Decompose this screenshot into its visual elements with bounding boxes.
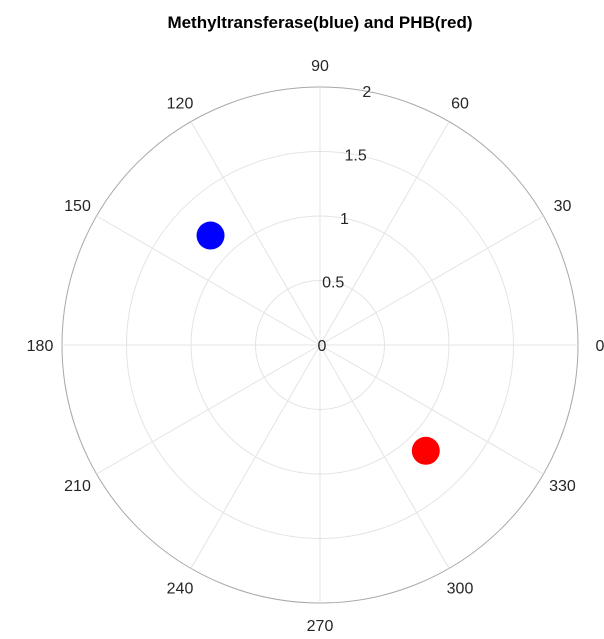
chart-title: Methyltransferase(blue) and PHB(red) (167, 13, 472, 32)
grid-spoke (319, 344, 450, 569)
angle-tick-label: 120 (167, 96, 194, 113)
radial-tick-label: 1.5 (344, 147, 366, 164)
radial-tick-label: 0.5 (322, 274, 344, 291)
data-point (196, 221, 225, 250)
grid-spoke (190, 121, 321, 346)
radial-tick-label: 0 (318, 338, 327, 355)
angle-tick-label: 0 (596, 338, 604, 355)
radial-tick-label: 1 (340, 211, 349, 228)
grid-spoke (96, 344, 321, 475)
grid-spoke (190, 344, 321, 569)
angle-tick-label: 330 (549, 478, 576, 495)
angle-tick-label: 270 (307, 618, 334, 635)
angle-tick-label: 150 (64, 198, 91, 215)
angle-tick-label: 180 (27, 338, 54, 355)
angle-tick-label: 60 (451, 96, 469, 113)
data-point (411, 436, 440, 465)
angle-tick-label: 300 (447, 580, 474, 597)
grid-spoke (319, 121, 450, 346)
polar-grid (61, 86, 579, 604)
grid-spoke (319, 215, 544, 346)
grid-spoke (96, 215, 321, 346)
axis-labels: 0 30 60 90 120 150 180 210 240 270 300 330 0 0.5 1 1.5 2 (27, 58, 604, 635)
angle-tick-label: 210 (64, 478, 91, 495)
grid-spoke (319, 344, 544, 475)
radial-tick-label: 2 (362, 84, 371, 101)
angle-tick-label: 90 (311, 58, 329, 75)
angle-tick-label: 240 (167, 580, 194, 597)
data-points (196, 221, 440, 465)
angle-tick-label: 30 (554, 198, 572, 215)
